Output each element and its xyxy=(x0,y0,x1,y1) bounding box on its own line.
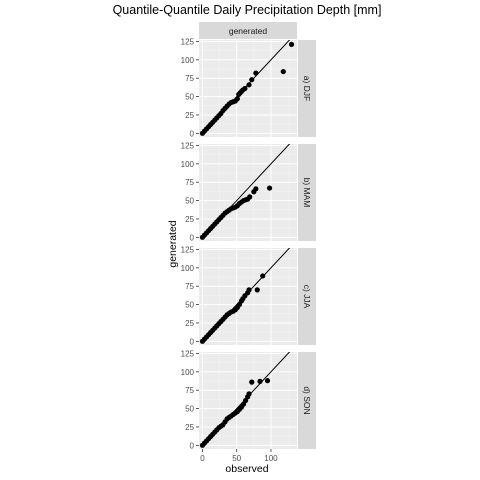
data-point xyxy=(280,68,286,75)
data-point xyxy=(246,391,252,397)
y-tick-label: 100 xyxy=(181,56,195,65)
y-tick-label: 0 xyxy=(190,129,195,138)
y-axis-label: generated xyxy=(167,220,179,267)
y-tick-label: 75 xyxy=(185,178,194,187)
y-tick-label: 100 xyxy=(181,368,195,377)
x-tick-label: 50 xyxy=(232,454,241,463)
y-tick-label: 100 xyxy=(181,264,195,273)
facet-panel: 0 25 50 75 100 125 d) SON xyxy=(181,349,316,450)
x-axis-label: observed xyxy=(225,463,268,475)
data-point xyxy=(246,82,252,88)
panel-points xyxy=(199,41,295,136)
y-tick-label: 75 xyxy=(185,74,194,83)
data-point xyxy=(288,41,295,48)
panel-grid xyxy=(199,40,297,137)
facet-panels: 0 25 50 75 100 125 a) DJF 0 25 50 75 100 125 b) MAM 0 2… xyxy=(181,37,316,450)
data-point xyxy=(246,287,252,293)
row-strip-bg xyxy=(298,248,316,345)
x-tick-label: 100 xyxy=(264,454,278,463)
panel-grid xyxy=(199,352,297,449)
y-tick-label: 25 xyxy=(185,111,194,120)
y-tick-label: 25 xyxy=(185,215,194,224)
y-tick-label: 75 xyxy=(185,386,194,395)
y-tick-label: 75 xyxy=(185,282,194,291)
y-tick-label: 0 xyxy=(190,337,195,346)
y-tick-label: 50 xyxy=(185,93,194,102)
y-tick-label: 50 xyxy=(185,197,194,206)
data-point xyxy=(242,85,248,92)
chart-title: Quantile-Quantile Daily Precipitation De… xyxy=(113,3,382,17)
y-tick-label: 125 xyxy=(181,37,195,46)
column-strip: generated xyxy=(199,22,297,39)
y-tick-label: 50 xyxy=(185,301,194,310)
panel-points xyxy=(199,378,271,448)
data-point xyxy=(253,70,259,76)
row-strip-bg xyxy=(298,40,316,137)
facet-panel: 0 25 50 75 100 125 b) MAM xyxy=(181,141,316,242)
row-strip-bg xyxy=(298,352,316,449)
y-tick-label: 25 xyxy=(185,319,194,328)
panel-points xyxy=(199,273,266,344)
column-strip-bg xyxy=(199,22,297,39)
facet-panel: 0 25 50 75 100 125 c) JJA xyxy=(181,245,316,346)
data-point xyxy=(260,273,266,279)
y-tick-label: 125 xyxy=(181,141,195,150)
y-tick-label: 0 xyxy=(190,441,195,450)
panel-points xyxy=(199,185,273,240)
x-axis: 0 50 100 xyxy=(200,449,278,463)
row-strip-label: d) SON xyxy=(302,386,312,414)
data-point xyxy=(247,194,253,200)
data-point xyxy=(249,379,255,385)
y-tick-label: 100 xyxy=(181,160,195,169)
data-point xyxy=(266,185,273,191)
data-point xyxy=(249,77,255,83)
data-point xyxy=(253,186,259,192)
x-tick-label: 0 xyxy=(200,454,205,463)
row-strip-label: c) JJA xyxy=(302,285,312,309)
data-point xyxy=(254,287,260,293)
row-strip-label: b) MAM xyxy=(302,178,312,208)
y-tick-label: 25 xyxy=(185,423,194,432)
row-strip-bg xyxy=(298,144,316,241)
facet-panel: 0 25 50 75 100 125 a) DJF xyxy=(181,37,316,138)
data-point xyxy=(234,96,240,102)
y-tick-label: 125 xyxy=(181,349,195,358)
y-tick-label: 125 xyxy=(181,245,195,254)
panel-grid xyxy=(199,248,297,345)
y-tick-label: 0 xyxy=(190,233,195,242)
row-strip-label: a) DJF xyxy=(302,76,312,102)
data-point xyxy=(264,378,271,384)
data-point xyxy=(257,378,263,384)
y-tick-label: 50 xyxy=(185,405,194,414)
column-strip-label: generated xyxy=(229,26,268,36)
